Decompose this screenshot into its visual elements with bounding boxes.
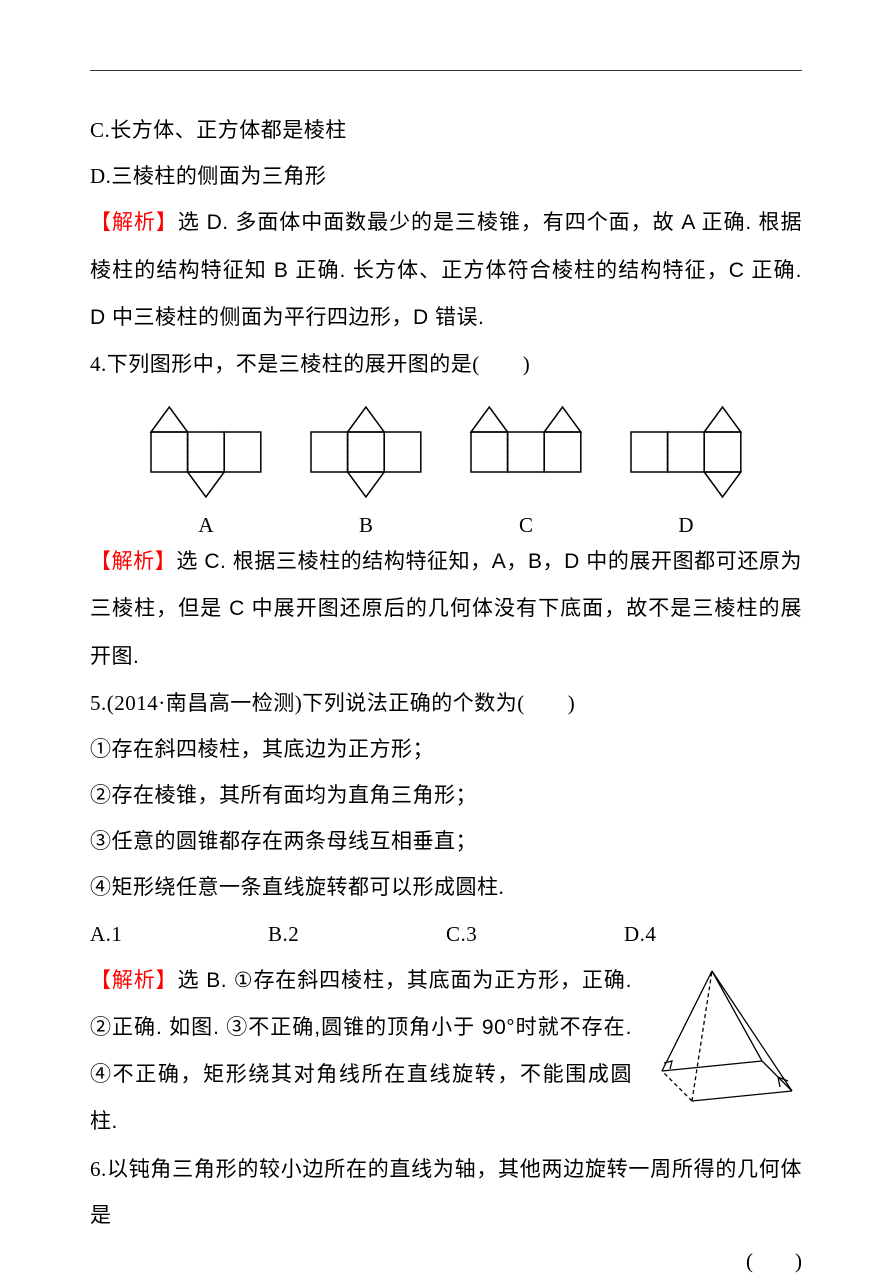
q5-stmt-2: ②存在棱锥，其所有面均为直角三角形； — [90, 772, 802, 818]
analysis-4-tag: 【解析】 — [90, 550, 176, 573]
q4-label-d: D — [621, 513, 751, 538]
q4-label-b: B — [301, 513, 431, 538]
q6-paren: ( ) — [90, 1238, 802, 1284]
net-d-svg — [621, 397, 751, 507]
option-d: D.三棱柱的侧面为三角形 — [90, 153, 802, 199]
q4-label-a: A — [141, 513, 271, 538]
q5-option-a: A.1 — [90, 911, 268, 957]
page-content: C.长方体、正方体都是棱柱 D.三棱柱的侧面为三角形 【解析】选 D. 多面体中… — [90, 70, 802, 1284]
q4-figure-row: A B — [90, 397, 802, 538]
pyramid-svg — [642, 961, 802, 1111]
analysis-tag: 【解析】 — [90, 211, 178, 234]
net-c-svg — [461, 397, 591, 507]
q4-label-c: C — [461, 513, 591, 538]
q5-stmt-3: ③任意的圆锥都存在两条母线互相垂直； — [90, 818, 802, 864]
analysis-3-body: 选 D. 多面体中面数最少的是三棱锥，有四个面，故 A 正确. 根据棱柱的结构特… — [90, 211, 802, 328]
analysis-5-tag: 【解析】 — [90, 969, 178, 992]
top-rule — [90, 70, 802, 71]
option-c: C.长方体、正方体都是棱柱 — [90, 107, 802, 153]
analysis-4-body: 选 C. 根据三棱柱的结构特征知，A，B，D 中的展开图都可还原为三棱柱，但是 … — [90, 550, 802, 667]
analysis-3: 【解析】选 D. 多面体中面数最少的是三棱锥，有四个面，故 A 正确. 根据棱柱… — [90, 199, 802, 341]
question-4: 4.下列图形中，不是三棱柱的展开图的是( ) — [90, 341, 802, 387]
question-6: 6.以钝角三角形的较小边所在的直线为轴，其他两边旋转一周所得的几何体是 — [90, 1146, 802, 1238]
analysis-5-body: 选 B. ①存在斜四棱柱，其底面为正方形，正确. ②正确. 如图. ③不正确,圆… — [90, 969, 632, 1134]
pyramid-figure — [642, 961, 802, 1111]
q4-figure-d: D — [621, 397, 751, 538]
q5-stmt-4: ④矩形绕任意一条直线旋转都可以形成圆柱. — [90, 864, 802, 910]
q5-option-b: B.2 — [268, 911, 446, 957]
q5-options: A.1 B.2 C.3 D.4 — [90, 911, 802, 957]
q4-figure-a: A — [141, 397, 271, 538]
net-b-svg — [301, 397, 431, 507]
q5-stmt-1: ①存在斜四棱柱，其底边为正方形； — [90, 726, 802, 772]
q5-option-d: D.4 — [624, 911, 802, 957]
q5-option-c: C.3 — [446, 911, 624, 957]
analysis-4: 【解析】选 C. 根据三棱柱的结构特征知，A，B，D 中的展开图都可还原为三棱柱… — [90, 538, 802, 680]
net-a-svg — [141, 397, 271, 507]
q4-figure-b: B — [301, 397, 431, 538]
question-5: 5.(2014·南昌高一检测)下列说法正确的个数为( ) — [90, 680, 802, 726]
q4-figure-c: C — [461, 397, 591, 538]
